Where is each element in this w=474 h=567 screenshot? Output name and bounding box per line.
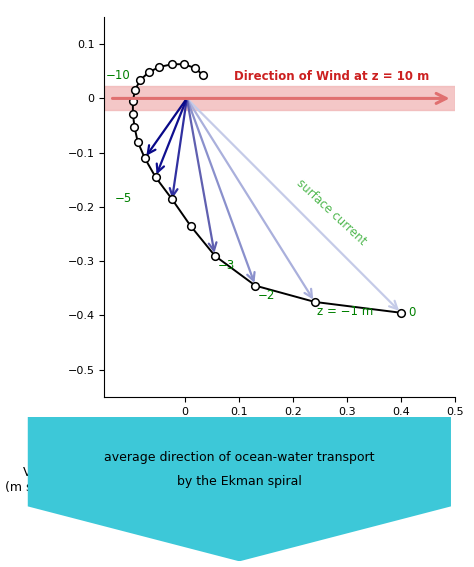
Text: average direction of ocean-water transport: average direction of ocean-water transpo… [104, 451, 374, 464]
Text: −5: −5 [115, 192, 132, 205]
Text: by the Ekman spiral: by the Ekman spiral [177, 475, 302, 488]
Text: surface current: surface current [293, 177, 368, 248]
Text: z = −1 m: z = −1 m [318, 304, 374, 318]
Text: −2: −2 [258, 289, 275, 302]
Text: Direction of Wind at z = 10 m: Direction of Wind at z = 10 m [234, 70, 429, 83]
Text: V
(m s⁻¹): V (m s⁻¹) [5, 467, 49, 494]
Polygon shape [28, 417, 451, 561]
X-axis label: U (m s⁻¹): U (m s⁻¹) [251, 422, 308, 435]
Bar [104, 87, 455, 111]
Text: 0: 0 [408, 306, 416, 319]
Text: −10: −10 [106, 69, 131, 82]
Text: −3: −3 [218, 259, 235, 272]
